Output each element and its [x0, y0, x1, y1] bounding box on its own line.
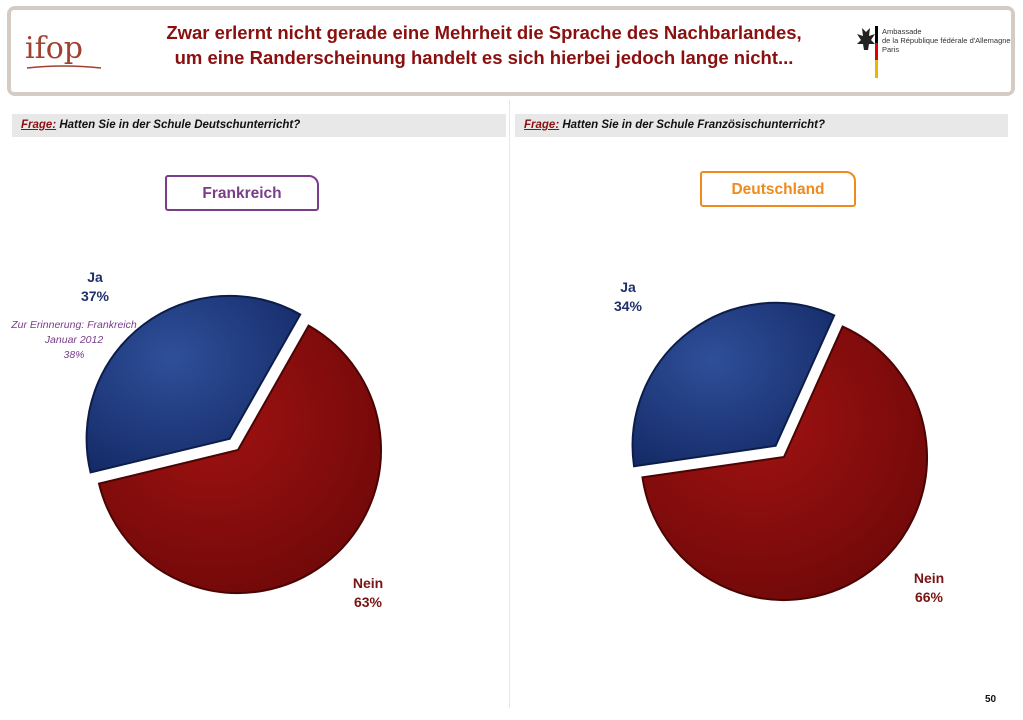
logo-text: ifop: [25, 31, 83, 66]
nein-label-right: Nein 66%: [901, 569, 957, 607]
nein-label-right-text: Nein: [913, 570, 945, 586]
frage-label-right: Frage:: [524, 119, 560, 131]
pie-slice-ja-right: [631, 301, 836, 468]
pie-slice-nein-right: [641, 325, 928, 601]
logo-swoosh: [26, 65, 102, 69]
embassy-line-2: de la République fédérale d'Allemagne: [882, 36, 1011, 45]
ja-value-left: 37%: [80, 288, 110, 304]
frage-label-left: Frage:: [21, 119, 57, 131]
reminder-line-3: 38%: [63, 349, 85, 361]
title-line-1: Zwar erlernt nicht gerade eine Mehrheit …: [166, 22, 802, 43]
question-bar-right: Frage: Hatten Sie in der Schule Französi…: [515, 114, 1008, 137]
pie-slice-nein-left: [97, 324, 382, 594]
ja-label-left-text: Ja: [87, 269, 103, 285]
embassy-line-3: Paris: [882, 45, 900, 54]
pie-slice-ja-left: [85, 294, 302, 474]
reminder-line-1: Zur Erinnerung: Frankreich: [11, 319, 137, 331]
question-text-right: Hatten Sie in der Schule Französischunte…: [559, 119, 825, 131]
question-text-left: Hatten Sie in der Schule Deutschunterric…: [56, 119, 301, 131]
eagle-flag-icon: [857, 26, 878, 78]
panel-divider: [509, 100, 510, 708]
country-box-frankreich: Frankreich: [165, 175, 319, 211]
nein-label-left: Nein 63%: [340, 574, 396, 612]
ja-label-right-text: Ja: [620, 279, 636, 295]
embassy-text: Ambassade de la République fédérale d'Al…: [882, 27, 1017, 54]
page-title: Zwar erlernt nicht gerade eine Mehrheit …: [119, 20, 849, 70]
nein-value-right: 66%: [914, 589, 944, 605]
page-number: 50: [985, 694, 997, 705]
reminder-line-2: Januar 2012: [44, 334, 104, 346]
ja-label-right: Ja 34%: [603, 278, 653, 316]
embassy-line-1: Ambassade: [882, 27, 922, 36]
title-line-2: um eine Randerscheinung handelt es sich …: [174, 47, 794, 68]
ifop-logo: ifop: [25, 31, 102, 69]
country-box-deutschland: Deutschland: [700, 171, 856, 207]
ja-value-right: 34%: [613, 298, 643, 314]
nein-label-left-text: Nein: [352, 575, 384, 591]
header-frame: ifop Zwar erlernt nicht gerade eine Mehr…: [7, 6, 1015, 96]
ja-label-left: Ja 37%: [70, 268, 120, 306]
header: ifop Zwar erlernt nicht gerade eine Mehr…: [11, 10, 1011, 92]
reminder-note: Zur Erinnerung: Frankreich Januar 2012 3…: [4, 318, 144, 363]
question-bar-left: Frage: Hatten Sie in der Schule Deutschu…: [12, 114, 506, 137]
nein-value-left: 63%: [353, 594, 383, 610]
